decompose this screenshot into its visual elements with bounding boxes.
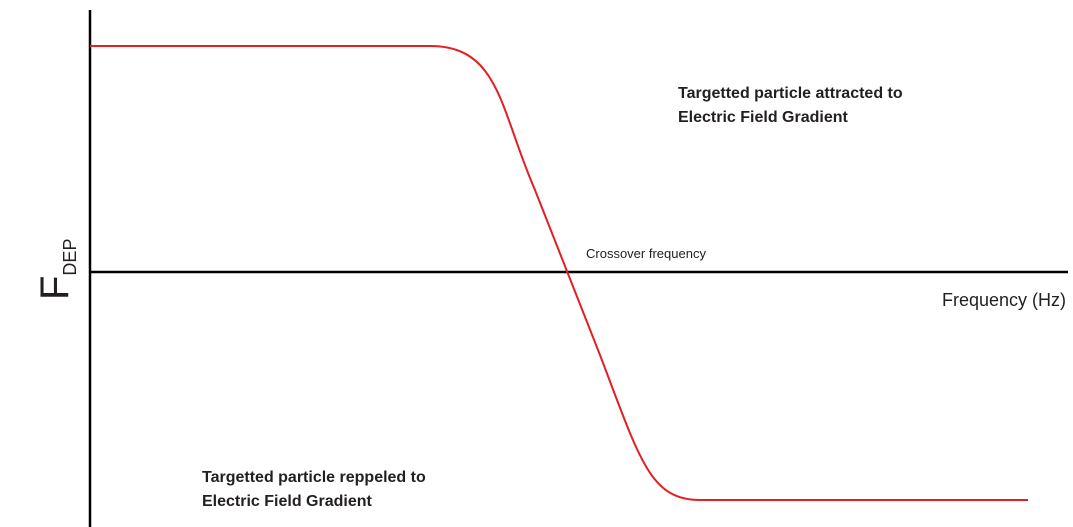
y-label-main: FDEP (33, 239, 80, 300)
dep-curve (90, 45, 1028, 501)
y-label-subscript: DEP (60, 239, 80, 276)
crossover-label: Crossover frequency (586, 246, 706, 261)
attracted-line-2: Electric Field Gradient (678, 109, 849, 126)
y-axis-label: FDEP (33, 239, 80, 300)
repelled-line-1: Targetted particle reppeled to (202, 469, 426, 486)
repelled-line-2: Electric Field Gradient (202, 493, 373, 510)
attracted-line-1: Targetted particle attracted to (678, 85, 903, 102)
y-label-letter: F (33, 276, 77, 300)
x-axis-label: Frequency (Hz) (942, 290, 1066, 310)
